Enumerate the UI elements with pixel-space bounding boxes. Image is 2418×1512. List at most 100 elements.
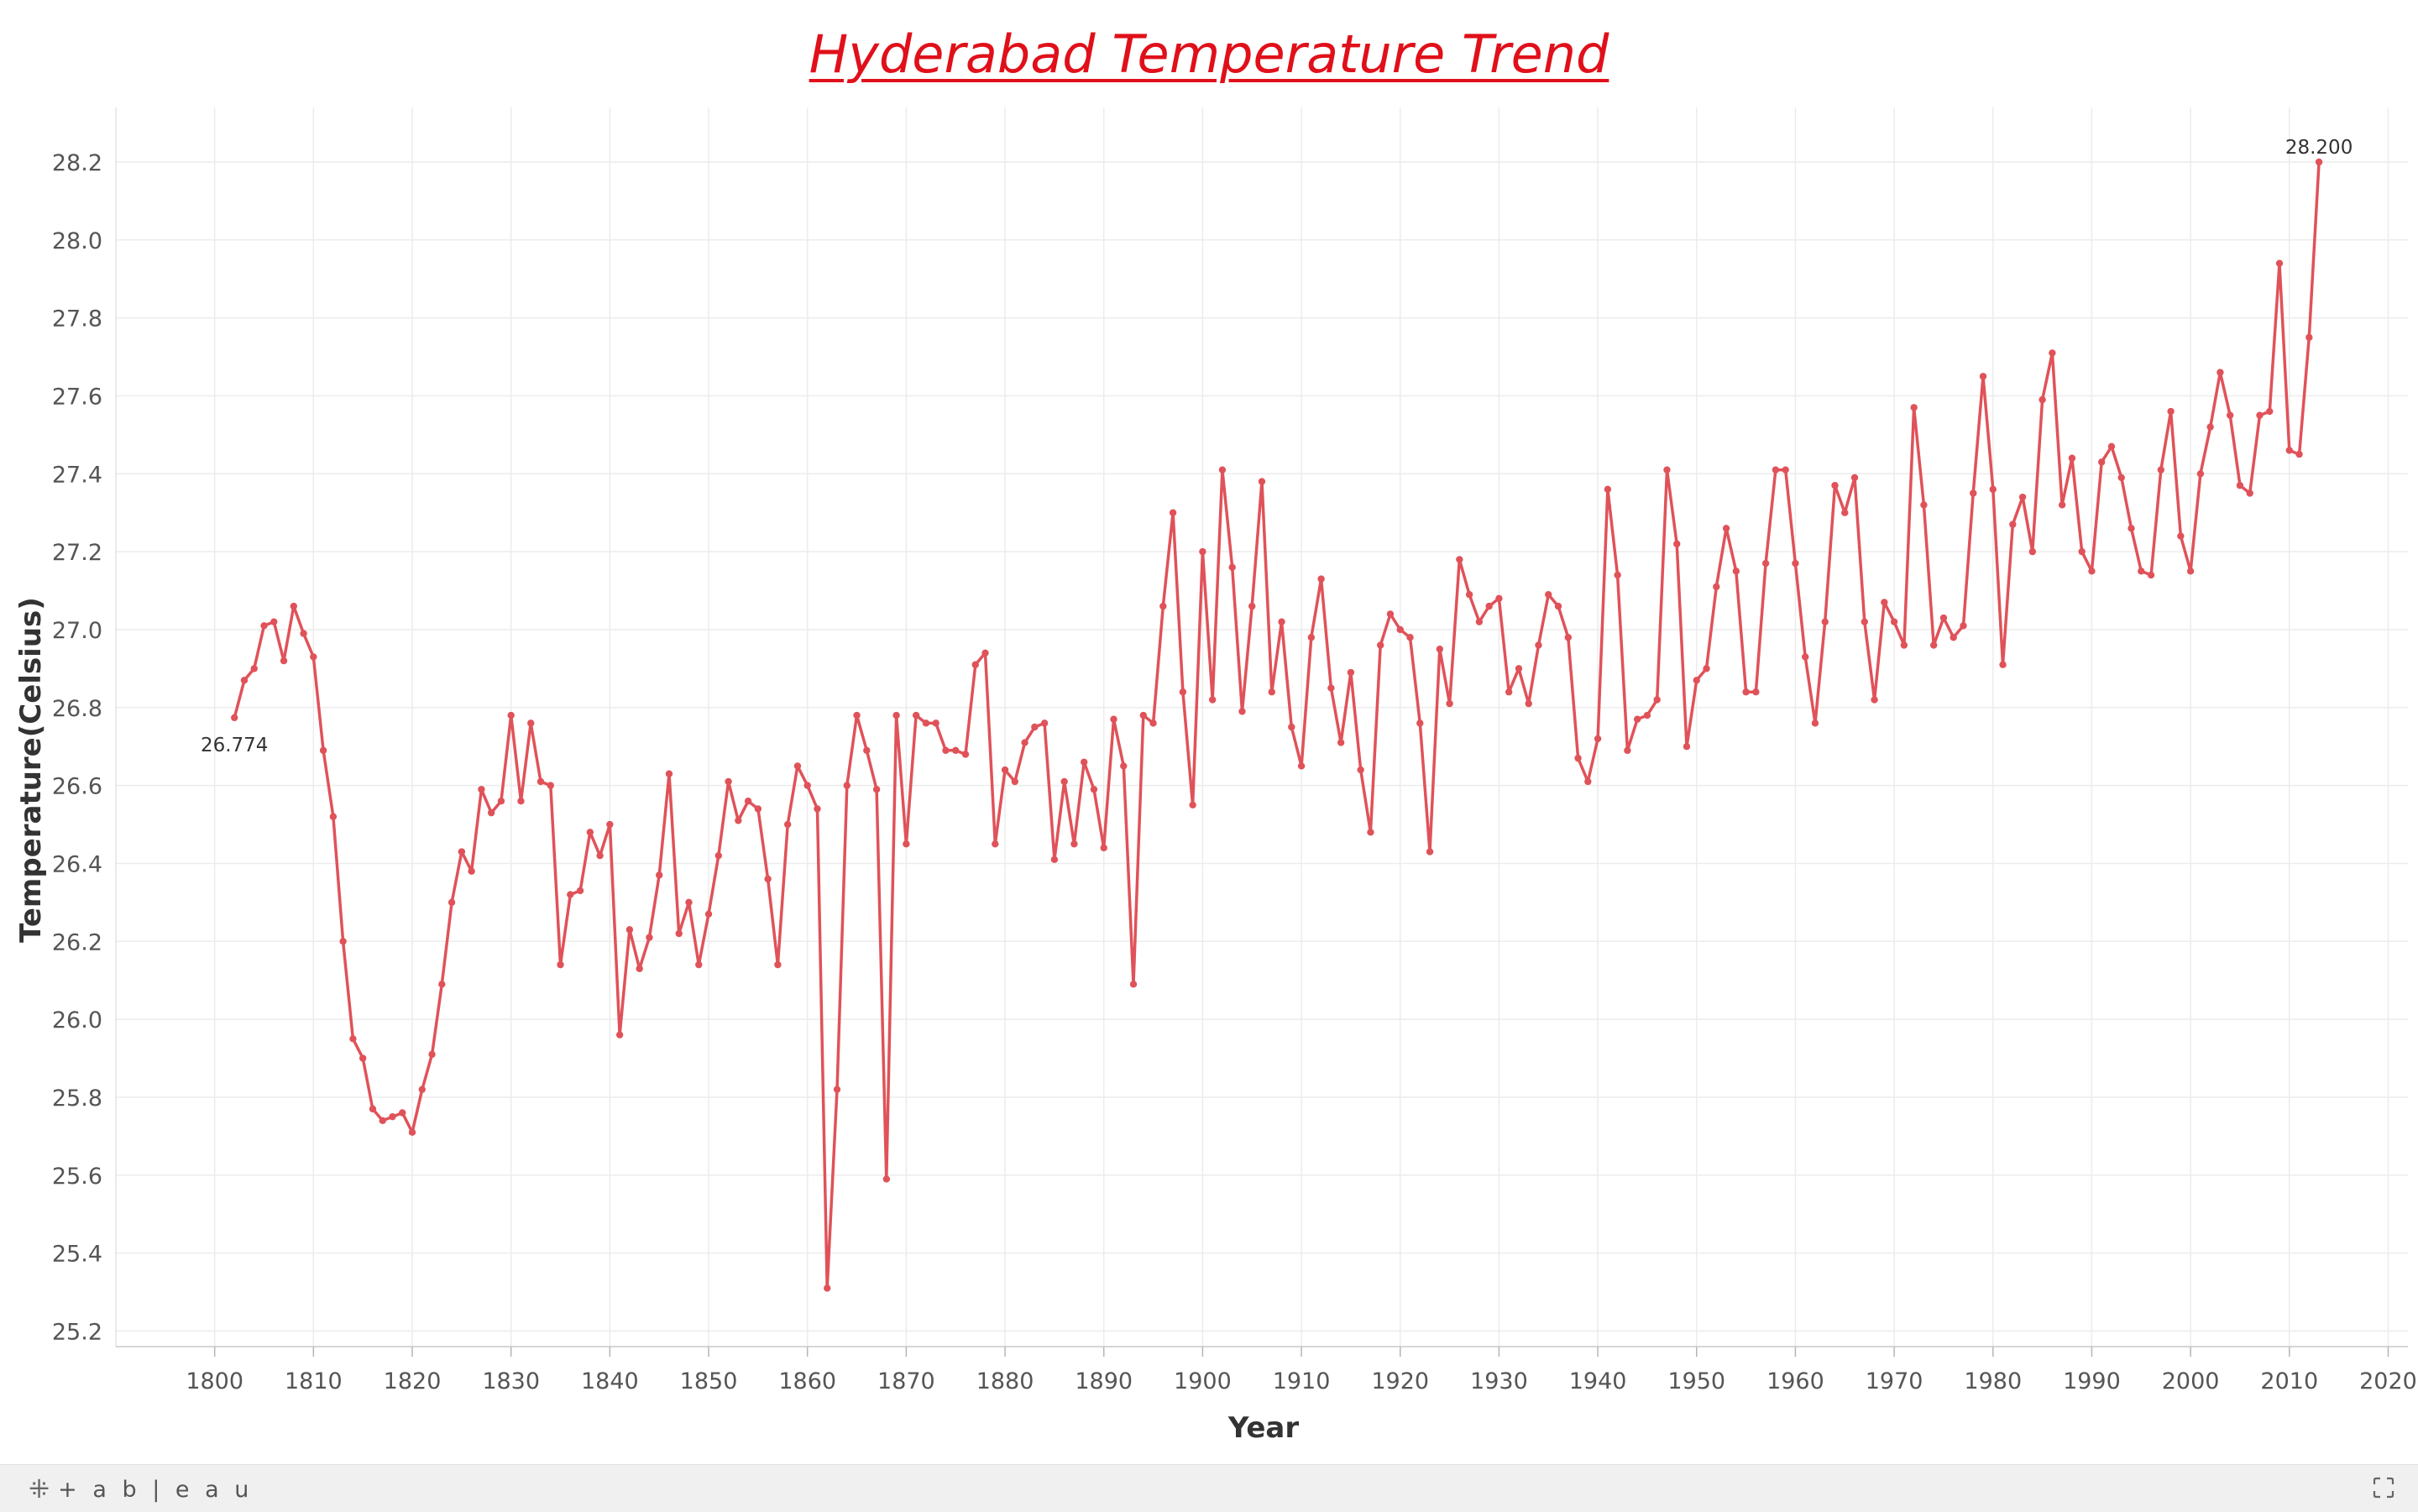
data-point (1060, 777, 1068, 786)
data-point (2018, 493, 2027, 501)
data-point (912, 711, 920, 719)
data-point (1772, 466, 1780, 473)
x-tick-label: 1970 (1866, 1368, 1923, 1394)
data-point (1713, 583, 1720, 591)
y-tick-label: 28.2 (52, 150, 102, 176)
data-point (1663, 466, 1671, 473)
tableau-logo[interactable]: ⁜ + a b | e a u (29, 1475, 253, 1504)
data-point (260, 622, 268, 630)
y-tick-label: 27.4 (52, 462, 102, 488)
data-point (1396, 625, 1404, 634)
data-point (1100, 844, 1107, 852)
data-point (2147, 571, 2155, 579)
data-point (1703, 665, 1710, 672)
data-point (458, 848, 466, 855)
data-point (2128, 525, 2135, 532)
data-point (1268, 688, 1275, 696)
data-point (2078, 547, 2086, 556)
x-tick-label: 2010 (2260, 1368, 2318, 1394)
data-point (280, 657, 288, 665)
data-point (1120, 762, 1128, 770)
data-point (1021, 739, 1028, 746)
x-tick-label: 2020 (2359, 1368, 2417, 1394)
x-tick-label: 1920 (1371, 1368, 1429, 1394)
x-tick-label: 1960 (1766, 1368, 1824, 1394)
x-tick-label: 1890 (1075, 1368, 1133, 1394)
x-tick-label: 1810 (285, 1368, 343, 1394)
data-point (1110, 715, 1117, 723)
x-tick-label: 1980 (1964, 1368, 2022, 1394)
data-point (1475, 618, 1484, 625)
data-point (833, 1086, 841, 1093)
data-point (1278, 618, 1285, 625)
data-point (1693, 677, 1700, 684)
data-point (1505, 688, 1513, 696)
tableau-logo-icon: ⁜ (29, 1475, 50, 1504)
data-point (1742, 688, 1750, 696)
gridlines (116, 107, 2408, 1347)
data-point (1831, 482, 1839, 489)
data-point (2236, 482, 2244, 489)
y-tick-label: 26.4 (52, 851, 102, 877)
data-point (1989, 485, 1997, 494)
data-point (1811, 719, 1819, 727)
data-point (2315, 158, 2323, 166)
data-point (1594, 735, 1602, 743)
data-point (1841, 509, 1849, 516)
data-point (2098, 458, 2106, 466)
y-tick-label: 27.0 (52, 618, 102, 644)
data-point (567, 891, 574, 898)
data-point (2275, 259, 2284, 267)
data-point (1999, 661, 2007, 668)
data-point (1545, 590, 1552, 599)
data-point (932, 719, 939, 727)
data-point (1970, 489, 1977, 497)
data-point (447, 898, 456, 907)
data-point (1633, 715, 1641, 723)
data-point (2028, 547, 2037, 556)
data-point (250, 665, 258, 672)
fullscreen-button[interactable] (2371, 1475, 2396, 1500)
data-point (1850, 473, 1859, 482)
data-point (1584, 777, 1592, 786)
data-point (2009, 521, 2017, 528)
data-point (1248, 602, 1256, 610)
data-point (2088, 568, 2096, 575)
x-tick-label: 1830 (482, 1368, 540, 1394)
data-point (1950, 634, 1957, 641)
data-point (1861, 618, 1869, 625)
data-point (1722, 525, 1730, 532)
data-point (1011, 777, 1019, 786)
line-chart: 25.2 25.4 25.6 25.8 26.0 26.2 26.4 26.6 26.8 27.0… (14, 107, 2417, 1445)
data-point (270, 618, 278, 625)
data-point (1258, 478, 1266, 485)
x-tick-label: 2000 (2162, 1368, 2220, 1394)
data-point (2157, 466, 2165, 473)
data-point (2049, 349, 2056, 357)
data-point (1297, 762, 1306, 770)
data-point (981, 649, 989, 657)
data-point (438, 981, 446, 988)
data-point (1761, 559, 1770, 568)
y-tick-label: 28.0 (52, 228, 102, 254)
data-point (952, 746, 960, 755)
x-axis: 1800 1810 1820 1830 1840 1850 1860 1870 1880 1890… (116, 1346, 2417, 1394)
data-point (655, 871, 663, 879)
y-tick-label: 27.2 (52, 540, 102, 566)
data-point (1169, 509, 1177, 516)
data-point (1939, 614, 1948, 622)
data-point (2039, 395, 2046, 404)
data-point (1900, 641, 1908, 649)
data-point (339, 938, 347, 945)
data-point (369, 1105, 377, 1113)
data-point (892, 711, 900, 719)
data-point (1208, 696, 1217, 704)
data-point (1436, 645, 1444, 653)
data-point (1080, 758, 1088, 766)
data-point (774, 960, 782, 969)
temperature-series (231, 158, 2323, 1292)
data-point (1683, 743, 1691, 751)
data-point (547, 782, 554, 789)
data-point (615, 1031, 624, 1039)
data-point (1890, 618, 1898, 625)
